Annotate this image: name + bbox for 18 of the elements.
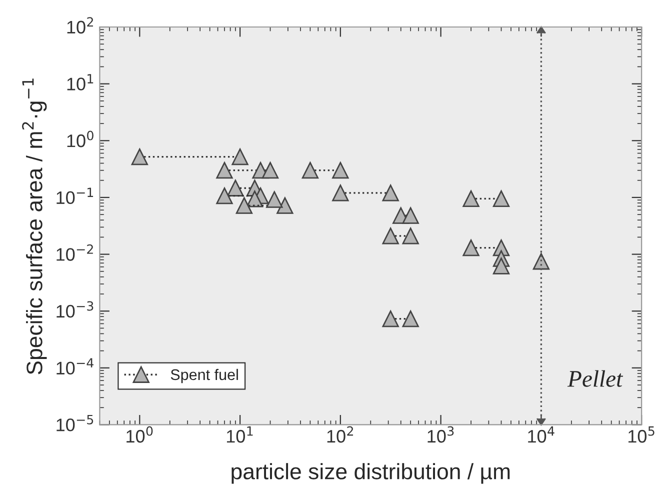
y-tick-label: 10$^{−2}$ <box>56 244 93 261</box>
x-tick-label: 10$^{1}$ <box>226 426 253 443</box>
x-tick-label: 10$^{2}$ <box>327 426 354 443</box>
y-tick-label: 10$^{1}$ <box>67 74 94 90</box>
y-tick-label: 10$^{2}$ <box>67 17 93 34</box>
y-axis-title: Specific surface area / m$^{2}$·g$^{−1}$ <box>22 78 47 374</box>
x-tick-label: 10$^{5}$ <box>628 426 654 443</box>
y-tick-label: 10$^{−5}$ <box>56 415 94 432</box>
y-tick-label: 10$^{0}$ <box>67 130 94 148</box>
y-tick-label: 10$^{−4}$ <box>56 358 94 374</box>
x-tick-label: 10$^{3}$ <box>428 426 454 443</box>
x-tick-label: 10$^{0}$ <box>126 426 153 443</box>
x-axis-title: particle size distribution / µm <box>232 463 510 484</box>
ref-line-label: Pellet <box>567 370 624 387</box>
x-tick-label: 10$^{4}$ <box>528 426 554 443</box>
y-tick-label: 10$^{−3}$ <box>56 301 94 318</box>
legend-label: Spent fuel <box>170 368 238 384</box>
y-tick-label: 10$^{−1}$ <box>56 188 94 204</box>
